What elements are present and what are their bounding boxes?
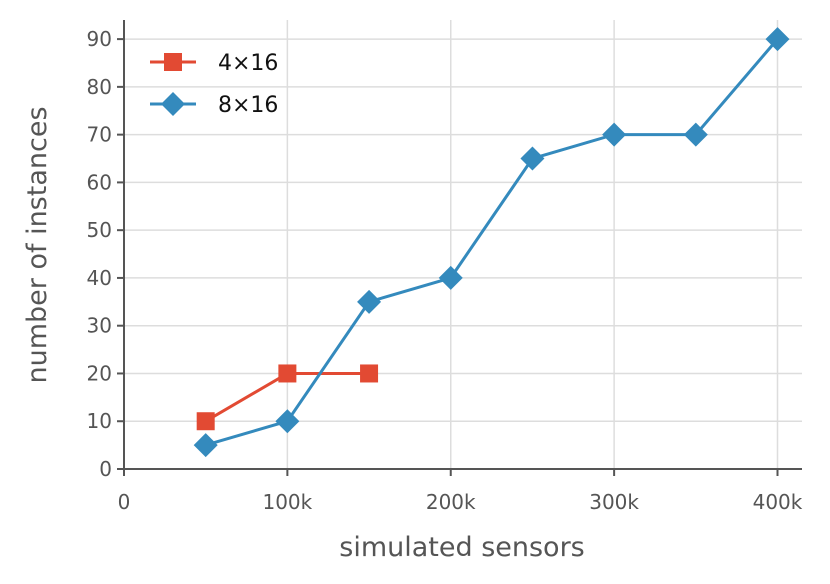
data-point	[438, 265, 463, 290]
x-tick-label: 400k	[753, 490, 803, 514]
x-tick-label: 100k	[262, 490, 312, 514]
legend-label: 8×16	[218, 93, 278, 118]
x-tick-label: 200k	[426, 490, 476, 514]
y-tick-label: 0	[99, 457, 112, 481]
data-point	[520, 146, 545, 171]
y-tick-label: 20	[87, 361, 112, 385]
x-tick-label: 300k	[589, 490, 639, 514]
grid	[124, 20, 802, 469]
y-tick-label: 50	[87, 218, 112, 242]
data-point	[602, 122, 627, 147]
data-point	[196, 412, 215, 431]
y-tick-label: 90	[87, 27, 112, 51]
series-layer	[193, 27, 790, 458]
data-point	[278, 364, 297, 383]
data-point	[357, 289, 382, 314]
series-1	[193, 27, 790, 458]
data-point	[683, 122, 708, 147]
y-tick-label: 70	[87, 123, 112, 147]
y-axis-label: number of instances	[22, 106, 53, 383]
series-0	[196, 364, 379, 431]
legend-marker	[161, 92, 185, 116]
x-tick-label: 0	[118, 490, 131, 514]
y-tick-label: 30	[87, 314, 112, 338]
data-point	[193, 433, 218, 458]
data-point	[765, 27, 790, 52]
legend: 4×16 8×16	[150, 51, 278, 118]
y-tick-label: 80	[87, 75, 112, 99]
legend-marker	[164, 53, 182, 71]
x-axis-label: simulated sensors	[339, 532, 585, 563]
y-tick-label: 10	[87, 409, 112, 433]
y-ticks: 0 10 20 30 40 50 60 70 80 90	[87, 27, 124, 481]
y-tick-label: 40	[87, 266, 112, 290]
data-point	[360, 364, 379, 383]
series-line	[205, 38, 779, 447]
data-point	[275, 409, 300, 434]
x-ticks: 0 100k 200k 300k 400k	[118, 469, 803, 514]
legend-item: 8×16	[150, 92, 278, 118]
legend-item: 4×16	[150, 51, 278, 76]
legend-label: 4×16	[218, 51, 278, 76]
axes	[123, 20, 802, 470]
y-tick-label: 60	[87, 170, 112, 194]
